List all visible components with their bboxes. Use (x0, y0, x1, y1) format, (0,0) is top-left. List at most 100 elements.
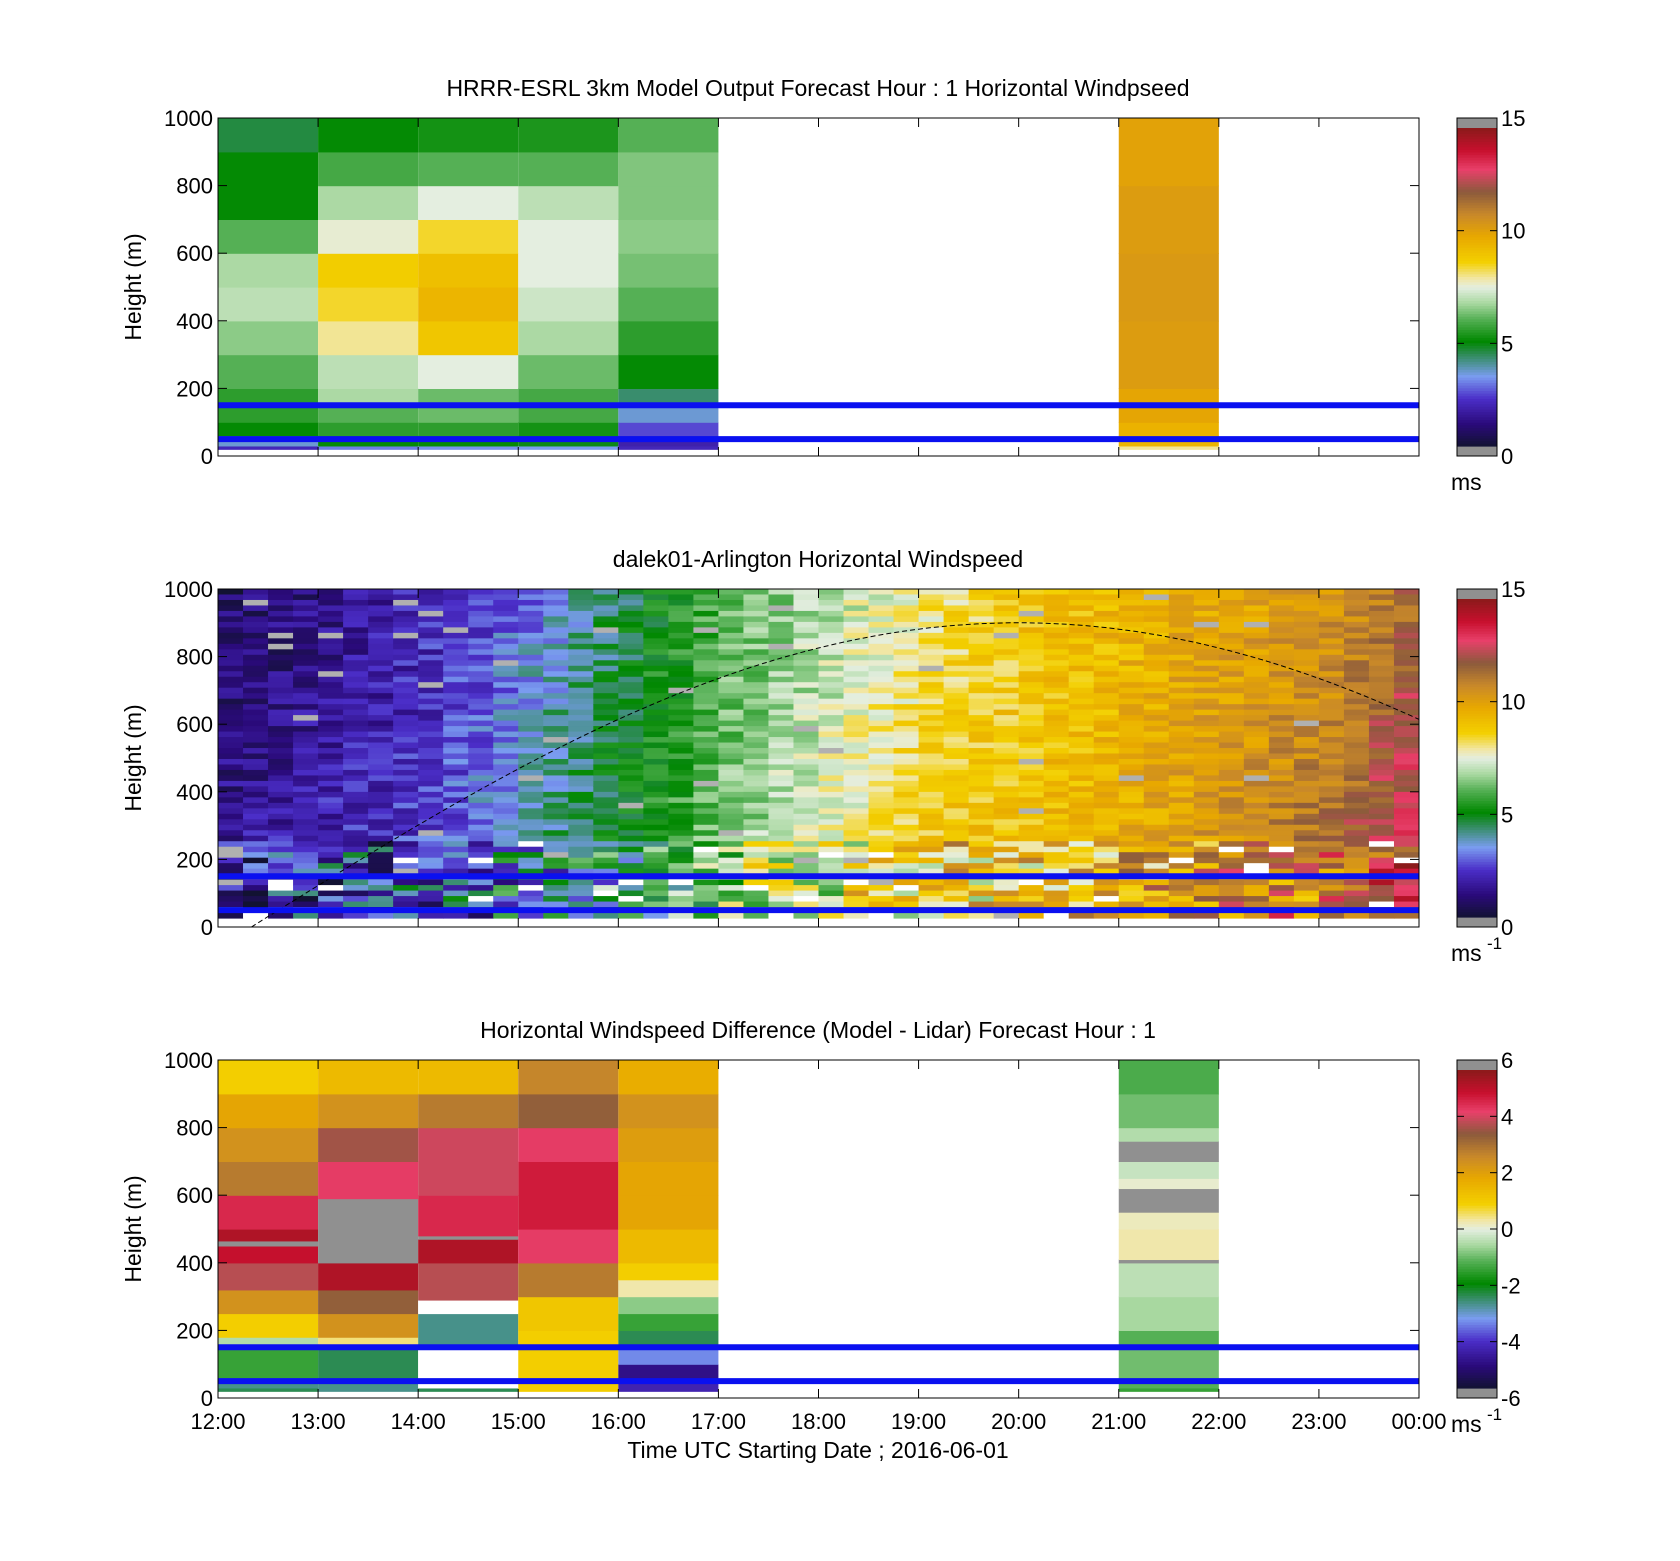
heatmap-cell (368, 852, 394, 859)
heatmap-cell (368, 704, 394, 711)
heatmap-cell (868, 890, 895, 897)
heatmap-cell (918, 676, 945, 683)
colorbar-unit: ms (1451, 469, 1482, 495)
colorbar-segment (1457, 207, 1497, 211)
heatmap-cell (643, 852, 669, 859)
heatmap-cell (443, 857, 469, 864)
heatmap-cell (393, 654, 419, 661)
heatmap-cell (1268, 791, 1295, 798)
heatmap-cell (368, 758, 394, 766)
heatmap-cell (1218, 775, 1245, 782)
heatmap-cell (343, 715, 369, 722)
heatmap-cell (218, 599, 244, 607)
heatmap-cell (543, 808, 569, 815)
heatmap-cell (1318, 780, 1345, 787)
heatmap-cell (993, 748, 1020, 755)
heatmap-cell (518, 709, 544, 716)
heatmap-cell (218, 219, 319, 254)
heatmap-cell (318, 1313, 419, 1338)
heatmap-cell (793, 775, 820, 782)
heatmap-cell (793, 797, 820, 804)
heatmap-cell (743, 758, 770, 766)
heatmap-cell (1318, 731, 1345, 738)
heatmap-cell (968, 808, 995, 815)
heatmap-cell (418, 1262, 519, 1301)
heatmap-cell (818, 742, 845, 749)
colorbar-segment (1457, 879, 1497, 884)
colorbar-segment (1457, 795, 1497, 799)
heatmap-cell (1368, 742, 1395, 749)
heatmap-cell (968, 841, 995, 848)
colorbar-segment (1457, 196, 1497, 201)
heatmap-cell (1168, 879, 1195, 886)
heatmap-cell (793, 660, 820, 667)
heatmap-cell (418, 912, 444, 919)
heatmap-cell (918, 720, 945, 727)
heatmap-cell (293, 857, 319, 864)
colorbar-segment (1457, 1165, 1497, 1169)
colorbar-segment (1457, 1154, 1497, 1159)
heatmap-cell (743, 660, 770, 667)
heatmap-cell (518, 589, 544, 596)
heatmap-cell (593, 769, 619, 777)
heatmap-cell (268, 775, 294, 782)
heatmap-cell (293, 676, 319, 683)
heatmap-cell (393, 632, 419, 639)
heatmap-cell (1218, 709, 1245, 716)
colorbar-segment (1457, 866, 1497, 870)
heatmap-cell (1268, 610, 1295, 618)
heatmap-cell (1393, 780, 1419, 787)
heatmap-cell (368, 627, 394, 634)
heatmap-cell (818, 885, 845, 892)
heatmap-cell (818, 863, 845, 870)
heatmap-cell (1193, 638, 1220, 645)
heatmap-cell (1118, 676, 1145, 683)
heatmap-cell (593, 676, 619, 683)
heatmap-cell (943, 654, 970, 661)
heatmap-cell (993, 912, 1020, 919)
heatmap-cell (218, 1229, 319, 1242)
heatmap-cell (893, 868, 920, 875)
heatmap-cell (268, 665, 294, 672)
heatmap-cell (1193, 879, 1220, 886)
heatmap-cell (1068, 824, 1095, 831)
colorbar-segment (1457, 382, 1497, 386)
heatmap-cell (1093, 627, 1120, 634)
heatmap-cell (518, 118, 619, 153)
heatmap-cell (418, 808, 444, 815)
heatmap-cell (1318, 660, 1345, 667)
heatmap-cell (1393, 791, 1419, 798)
heatmap-cell (1368, 682, 1395, 689)
heatmap-cell (468, 901, 494, 908)
heatmap-cell (443, 665, 469, 672)
heatmap-cell (643, 863, 669, 870)
heatmap-cell (693, 780, 720, 787)
heatmap-cell (593, 737, 619, 744)
heatmap-cell (693, 846, 720, 853)
heatmap-cell (1368, 605, 1395, 612)
heatmap-cell (1218, 693, 1245, 700)
heatmap-cell (1243, 737, 1270, 744)
heatmap-cell (218, 764, 244, 771)
heatmap-cell (543, 720, 569, 727)
heatmap-cell (643, 813, 669, 820)
heatmap-cell (243, 704, 269, 711)
heatmap-cell (1018, 671, 1045, 678)
colorbar-segment (1457, 816, 1497, 820)
heatmap-cell (493, 698, 519, 705)
colorbar-segment (1457, 646, 1497, 650)
colorbar-segment (1457, 1144, 1497, 1148)
heatmap-cell (1268, 704, 1295, 711)
x-tick-label: 22:00 (1191, 1409, 1246, 1434)
heatmap-cell (368, 638, 394, 645)
heatmap-cell (418, 1093, 519, 1129)
heatmap-cell (943, 627, 970, 634)
heatmap-cell (1243, 704, 1270, 711)
heatmap-cell (893, 808, 920, 815)
colorbar-segment (1457, 199, 1497, 203)
heatmap-cell (343, 726, 369, 733)
heatmap-cell (543, 649, 569, 656)
heatmap-cell (668, 868, 694, 875)
heatmap-cell (1243, 868, 1270, 875)
heatmap-cell (393, 802, 419, 809)
